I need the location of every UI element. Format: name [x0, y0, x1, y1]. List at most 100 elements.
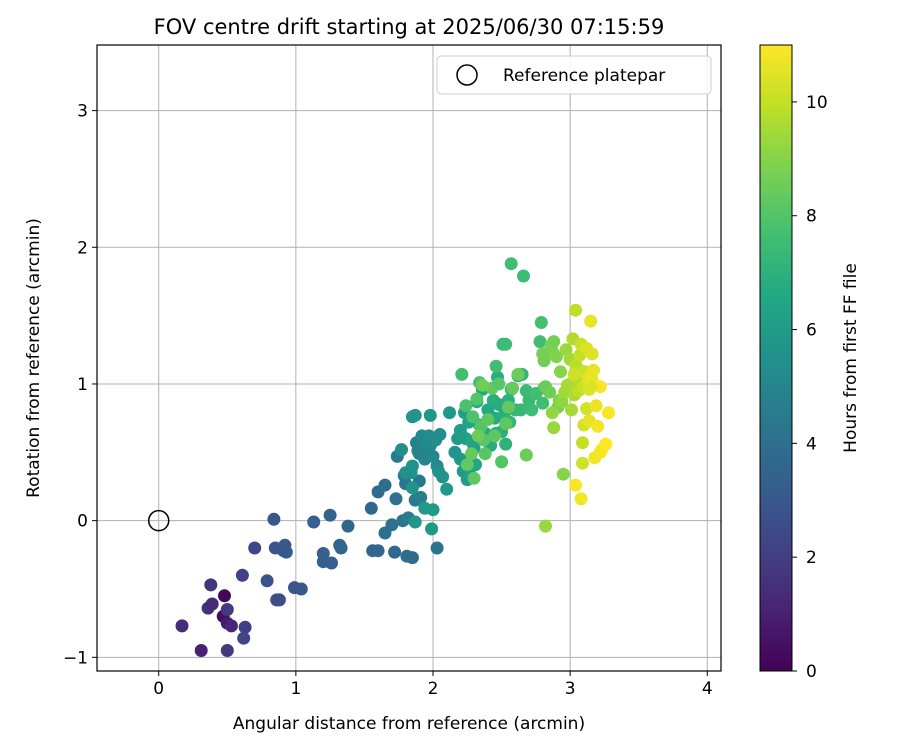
data-point: [549, 350, 563, 364]
colorbar-label: Hours from first FF file: [841, 263, 861, 453]
data-point: [587, 363, 600, 377]
data-point: [272, 593, 286, 607]
data-point: [591, 419, 605, 433]
data-point: [585, 347, 599, 361]
data-point: [459, 399, 473, 413]
data-point: [378, 478, 392, 492]
data-point: [238, 620, 252, 634]
data-point: [471, 429, 485, 443]
data-point: [399, 466, 413, 480]
data-point: [495, 455, 509, 469]
data-point: [204, 578, 218, 592]
data-point: [194, 644, 208, 657]
data-point: [593, 380, 607, 394]
data-point: [443, 406, 456, 420]
data-point: [492, 377, 506, 391]
data-point: [506, 381, 519, 395]
data-point: [464, 447, 478, 461]
data-point: [294, 582, 308, 596]
colorbar-tick-label: 0: [806, 662, 817, 682]
data-point: [405, 481, 419, 495]
reference-platepar-marker: [147, 509, 170, 532]
data-point: [569, 478, 583, 492]
data-point: [475, 378, 489, 392]
data-point: [545, 406, 559, 420]
y-tick-label: 3: [77, 102, 88, 122]
data-point: [385, 518, 399, 532]
x-tick-label: 4: [702, 679, 713, 699]
data-point: [576, 456, 589, 470]
data-point: [504, 257, 518, 271]
data-point: [440, 482, 454, 496]
colorbar-tick-label: 2: [806, 548, 817, 568]
data-point: [277, 544, 290, 558]
x-axis-ticks: 0 1 2 3 4: [153, 671, 713, 699]
data-point: [414, 490, 428, 504]
chart-title: FOV centre drift starting at 2025/06/30 …: [154, 15, 665, 39]
data-point: [556, 467, 570, 481]
data-point: [478, 447, 492, 461]
data-point: [466, 410, 480, 424]
data-point: [589, 399, 603, 413]
legend-reference-marker: [456, 64, 478, 86]
data-point: [395, 443, 408, 457]
data-point: [539, 519, 552, 533]
data-point: [499, 337, 513, 351]
data-point: [267, 512, 281, 526]
y-axis-label: Rotation from reference (arcmin): [24, 218, 44, 498]
data-point: [599, 437, 613, 451]
x-tick-label: 0: [153, 679, 164, 699]
colorbar-ticks: 0 2 4 6 8 10: [792, 93, 828, 682]
data-point: [584, 314, 598, 328]
colorbar: 0 2 4 6 8 10 Hours from first FF file: [759, 44, 861, 682]
data-point: [499, 417, 513, 431]
data-point: [325, 556, 338, 570]
data-point: [237, 631, 251, 645]
data-point: [511, 367, 525, 381]
data-point: [455, 367, 469, 381]
data-point: [341, 519, 355, 533]
data-point: [433, 428, 447, 441]
data-point: [175, 619, 189, 633]
data-point: [235, 568, 249, 582]
data-point: [514, 403, 528, 417]
data-point: [567, 367, 581, 381]
colorbar-tick-label: 6: [806, 321, 817, 341]
y-tick-label: 2: [77, 238, 88, 258]
colorbar-tick-label: 8: [806, 207, 817, 227]
data-point: [547, 421, 561, 435]
data-point: [408, 515, 422, 529]
data-point: [425, 522, 439, 536]
data-point: [536, 396, 550, 410]
data-point: [430, 541, 444, 555]
data-point: [388, 545, 402, 559]
x-tick-label: 1: [290, 679, 301, 699]
data-point: [536, 347, 550, 361]
data-point: [569, 303, 583, 317]
data-point: [488, 429, 502, 443]
data-point: [501, 400, 515, 414]
data-point: [220, 603, 234, 616]
x-tick-label: 3: [565, 679, 576, 699]
data-point: [364, 501, 378, 515]
data-point: [543, 385, 557, 399]
data-point: [224, 619, 238, 633]
data-point: [534, 316, 548, 329]
data-point: [481, 413, 495, 426]
y-tick-label: 0: [77, 512, 88, 532]
data-point: [547, 335, 561, 349]
plot-area-frame: [96, 44, 722, 672]
y-tick-label: 1: [77, 375, 88, 395]
data-point: [460, 458, 474, 472]
data-point: [218, 589, 231, 603]
data-point: [574, 492, 588, 506]
colorbar-tick-label: 4: [806, 434, 817, 454]
data-point: [423, 408, 437, 422]
data-point: [405, 410, 419, 424]
data-point: [389, 492, 403, 506]
data-point: [260, 574, 274, 588]
data-point: [489, 359, 503, 373]
colorbar-tick-label: 10: [806, 93, 828, 113]
data-point: [418, 501, 432, 515]
